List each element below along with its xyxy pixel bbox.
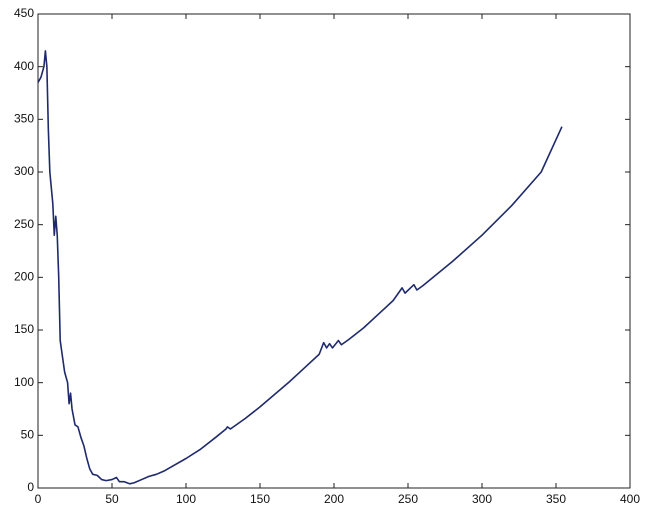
x-tick-label: 200: [324, 492, 344, 506]
x-tick-label: 250: [398, 492, 418, 506]
y-tick-label: 0: [27, 480, 34, 494]
x-tick-label: 350: [546, 492, 566, 506]
y-tick-label: 400: [14, 59, 34, 73]
x-tick-label: 150: [250, 492, 270, 506]
y-tick-label: 50: [21, 428, 35, 442]
plot-frame: [37, 13, 631, 489]
y-tick-label: 150: [14, 322, 34, 336]
x-tick-label: 100: [176, 492, 196, 506]
x-tick-label: 0: [35, 492, 42, 506]
data-line: [37, 50, 563, 485]
y-tick-label: 300: [14, 164, 34, 178]
y-tick-label: 250: [14, 217, 34, 231]
x-tick-label: 400: [620, 492, 640, 506]
y-tick-label: 200: [14, 270, 34, 284]
x-tick-label: 300: [472, 492, 492, 506]
x-tick-label: 50: [105, 492, 119, 506]
y-tick-label: 100: [14, 375, 34, 389]
y-tick-label: 450: [14, 6, 34, 20]
y-tick-label: 350: [14, 112, 34, 126]
